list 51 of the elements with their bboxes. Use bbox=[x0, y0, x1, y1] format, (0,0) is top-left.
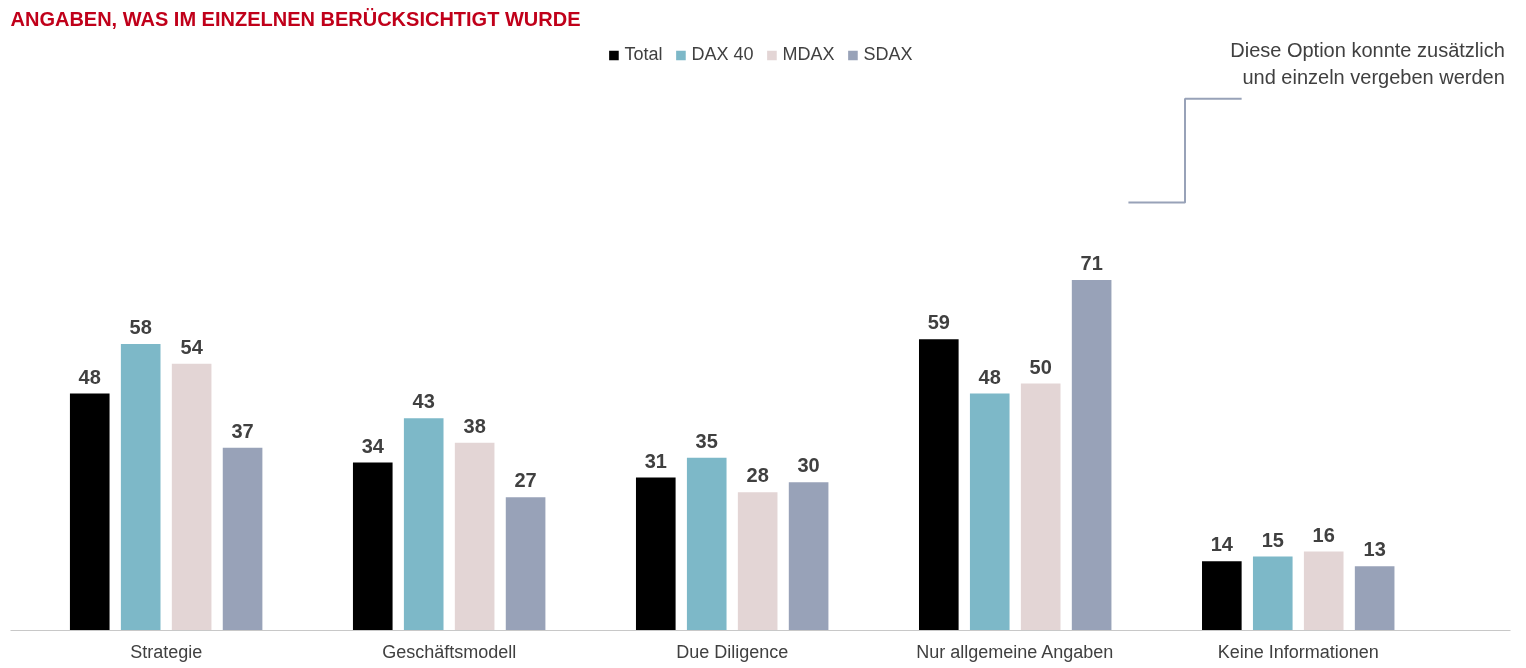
data-label: 48 bbox=[978, 365, 1001, 388]
data-label: 35 bbox=[695, 429, 718, 452]
data-label: 28 bbox=[746, 464, 769, 487]
data-label: 31 bbox=[644, 449, 667, 472]
bar bbox=[454, 442, 495, 631]
data-label: 71 bbox=[1080, 252, 1103, 275]
data-label: 34 bbox=[361, 434, 385, 457]
data-label: 30 bbox=[797, 454, 820, 477]
data-label: 15 bbox=[1261, 528, 1284, 551]
bar bbox=[1020, 383, 1061, 631]
bar bbox=[1303, 551, 1344, 631]
data-label: 59 bbox=[927, 311, 950, 334]
data-label: 14 bbox=[1210, 533, 1234, 556]
data-label: 27 bbox=[514, 469, 537, 492]
bar bbox=[171, 363, 212, 631]
legend-label: SDAX bbox=[863, 44, 913, 65]
data-label: 13 bbox=[1363, 538, 1386, 561]
bar bbox=[635, 477, 676, 631]
text: Diese Option konnte zusätzlich und einzeln vergeben werden bbox=[1230, 39, 1505, 88]
data-label: 58 bbox=[129, 316, 152, 339]
legend-label: Total bbox=[624, 44, 663, 65]
x-tick-label: Nur allgemeine Angaben bbox=[916, 641, 1114, 662]
legend-label: MDAX bbox=[782, 44, 835, 65]
bar bbox=[505, 497, 546, 631]
legend-label: DAX 40 bbox=[691, 44, 754, 65]
x-tick-label: Geschäftsmodell bbox=[382, 641, 517, 662]
data-label: 38 bbox=[463, 414, 486, 437]
bar bbox=[686, 457, 727, 631]
data-label: 37 bbox=[231, 419, 254, 442]
x-tick-label: Due Diligence bbox=[676, 641, 789, 662]
chart-title: ANGABEN, WAS IM EINZELNEN BERÜCKSICHTIGT WURDE bbox=[10, 7, 581, 30]
bar bbox=[969, 393, 1010, 631]
bar bbox=[222, 447, 263, 631]
x-tick-label: Keine Informationen bbox=[1217, 641, 1379, 662]
bar bbox=[352, 462, 393, 631]
bar bbox=[1354, 566, 1395, 631]
bar bbox=[1071, 279, 1112, 631]
bar bbox=[918, 339, 959, 631]
data-label: 54 bbox=[180, 335, 204, 358]
data-label: 43 bbox=[412, 390, 435, 413]
bar bbox=[737, 492, 778, 631]
x-tick-label: Strategie bbox=[130, 641, 203, 662]
bar bbox=[788, 482, 829, 631]
bar bbox=[69, 393, 110, 631]
data-label: 50 bbox=[1029, 355, 1052, 378]
bar bbox=[1202, 561, 1242, 631]
bar bbox=[120, 344, 161, 631]
bar bbox=[403, 418, 444, 631]
bar bbox=[1252, 556, 1293, 631]
data-label: 48 bbox=[78, 365, 101, 388]
data-label: 16 bbox=[1312, 523, 1335, 546]
